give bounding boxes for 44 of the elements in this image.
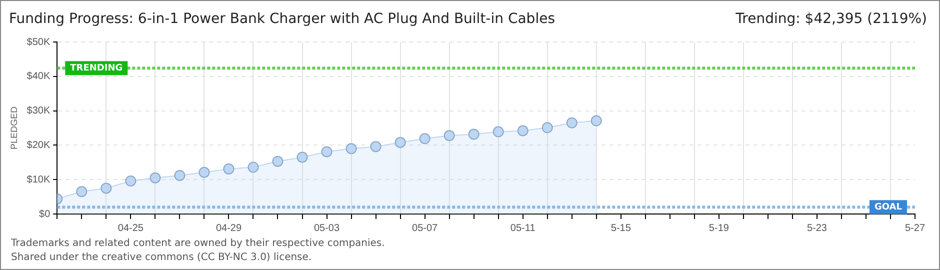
y-tick-label: $50K <box>26 36 50 48</box>
x-tick-label: 04-25 <box>118 222 144 234</box>
point <box>394 136 406 148</box>
x-tick-label: 5-27 <box>904 222 926 234</box>
point <box>100 182 112 194</box>
point <box>419 133 430 144</box>
point <box>517 125 528 136</box>
chart-title: Funding Progress: 6-in-1 Power Bank Charger with AC Plug And Built-in Cables <box>9 11 555 27</box>
x-tick-label: 5-23 <box>806 222 828 234</box>
point <box>272 156 284 167</box>
point <box>566 117 578 128</box>
y-tick-label: $30K <box>26 106 50 117</box>
point <box>590 115 602 126</box>
y-tick-label: $0 <box>39 208 51 220</box>
ref-line-label: TRENDING <box>70 64 123 74</box>
point <box>444 130 455 142</box>
y-tick-label: $20K <box>26 140 50 151</box>
point <box>76 186 88 198</box>
y-tick-label: $10K <box>26 174 50 186</box>
point <box>296 152 308 163</box>
ref-line-label: GOAL <box>874 202 902 212</box>
point <box>248 162 259 173</box>
point <box>321 146 332 158</box>
point <box>150 172 161 184</box>
point <box>223 163 234 174</box>
point <box>346 143 357 154</box>
y-axis-title: PLEDGED <box>8 106 19 150</box>
point <box>468 128 480 140</box>
point <box>174 170 186 181</box>
point <box>542 122 553 134</box>
point <box>492 126 504 138</box>
x-tick-label: 5-19 <box>708 222 730 234</box>
x-tick-label: 05-07 <box>412 222 438 234</box>
x-tick-label: 04-29 <box>216 222 242 234</box>
x-tick-label: 05-03 <box>314 222 340 234</box>
y-tick-label: $40K <box>26 71 50 82</box>
x-tick-label: 5-15 <box>610 222 632 234</box>
x-tick-label: 05-11 <box>510 222 536 234</box>
point <box>125 175 136 186</box>
point <box>198 166 210 178</box>
text: Trademarks and related content are owned by their respective companies. <box>11 237 385 251</box>
text: Shared under the creative commons (CC BY-NC 3.0) license. <box>11 251 313 265</box>
chart-subtitle: Trending: $42,395 (2119%) <box>736 11 927 27</box>
point <box>370 141 382 152</box>
